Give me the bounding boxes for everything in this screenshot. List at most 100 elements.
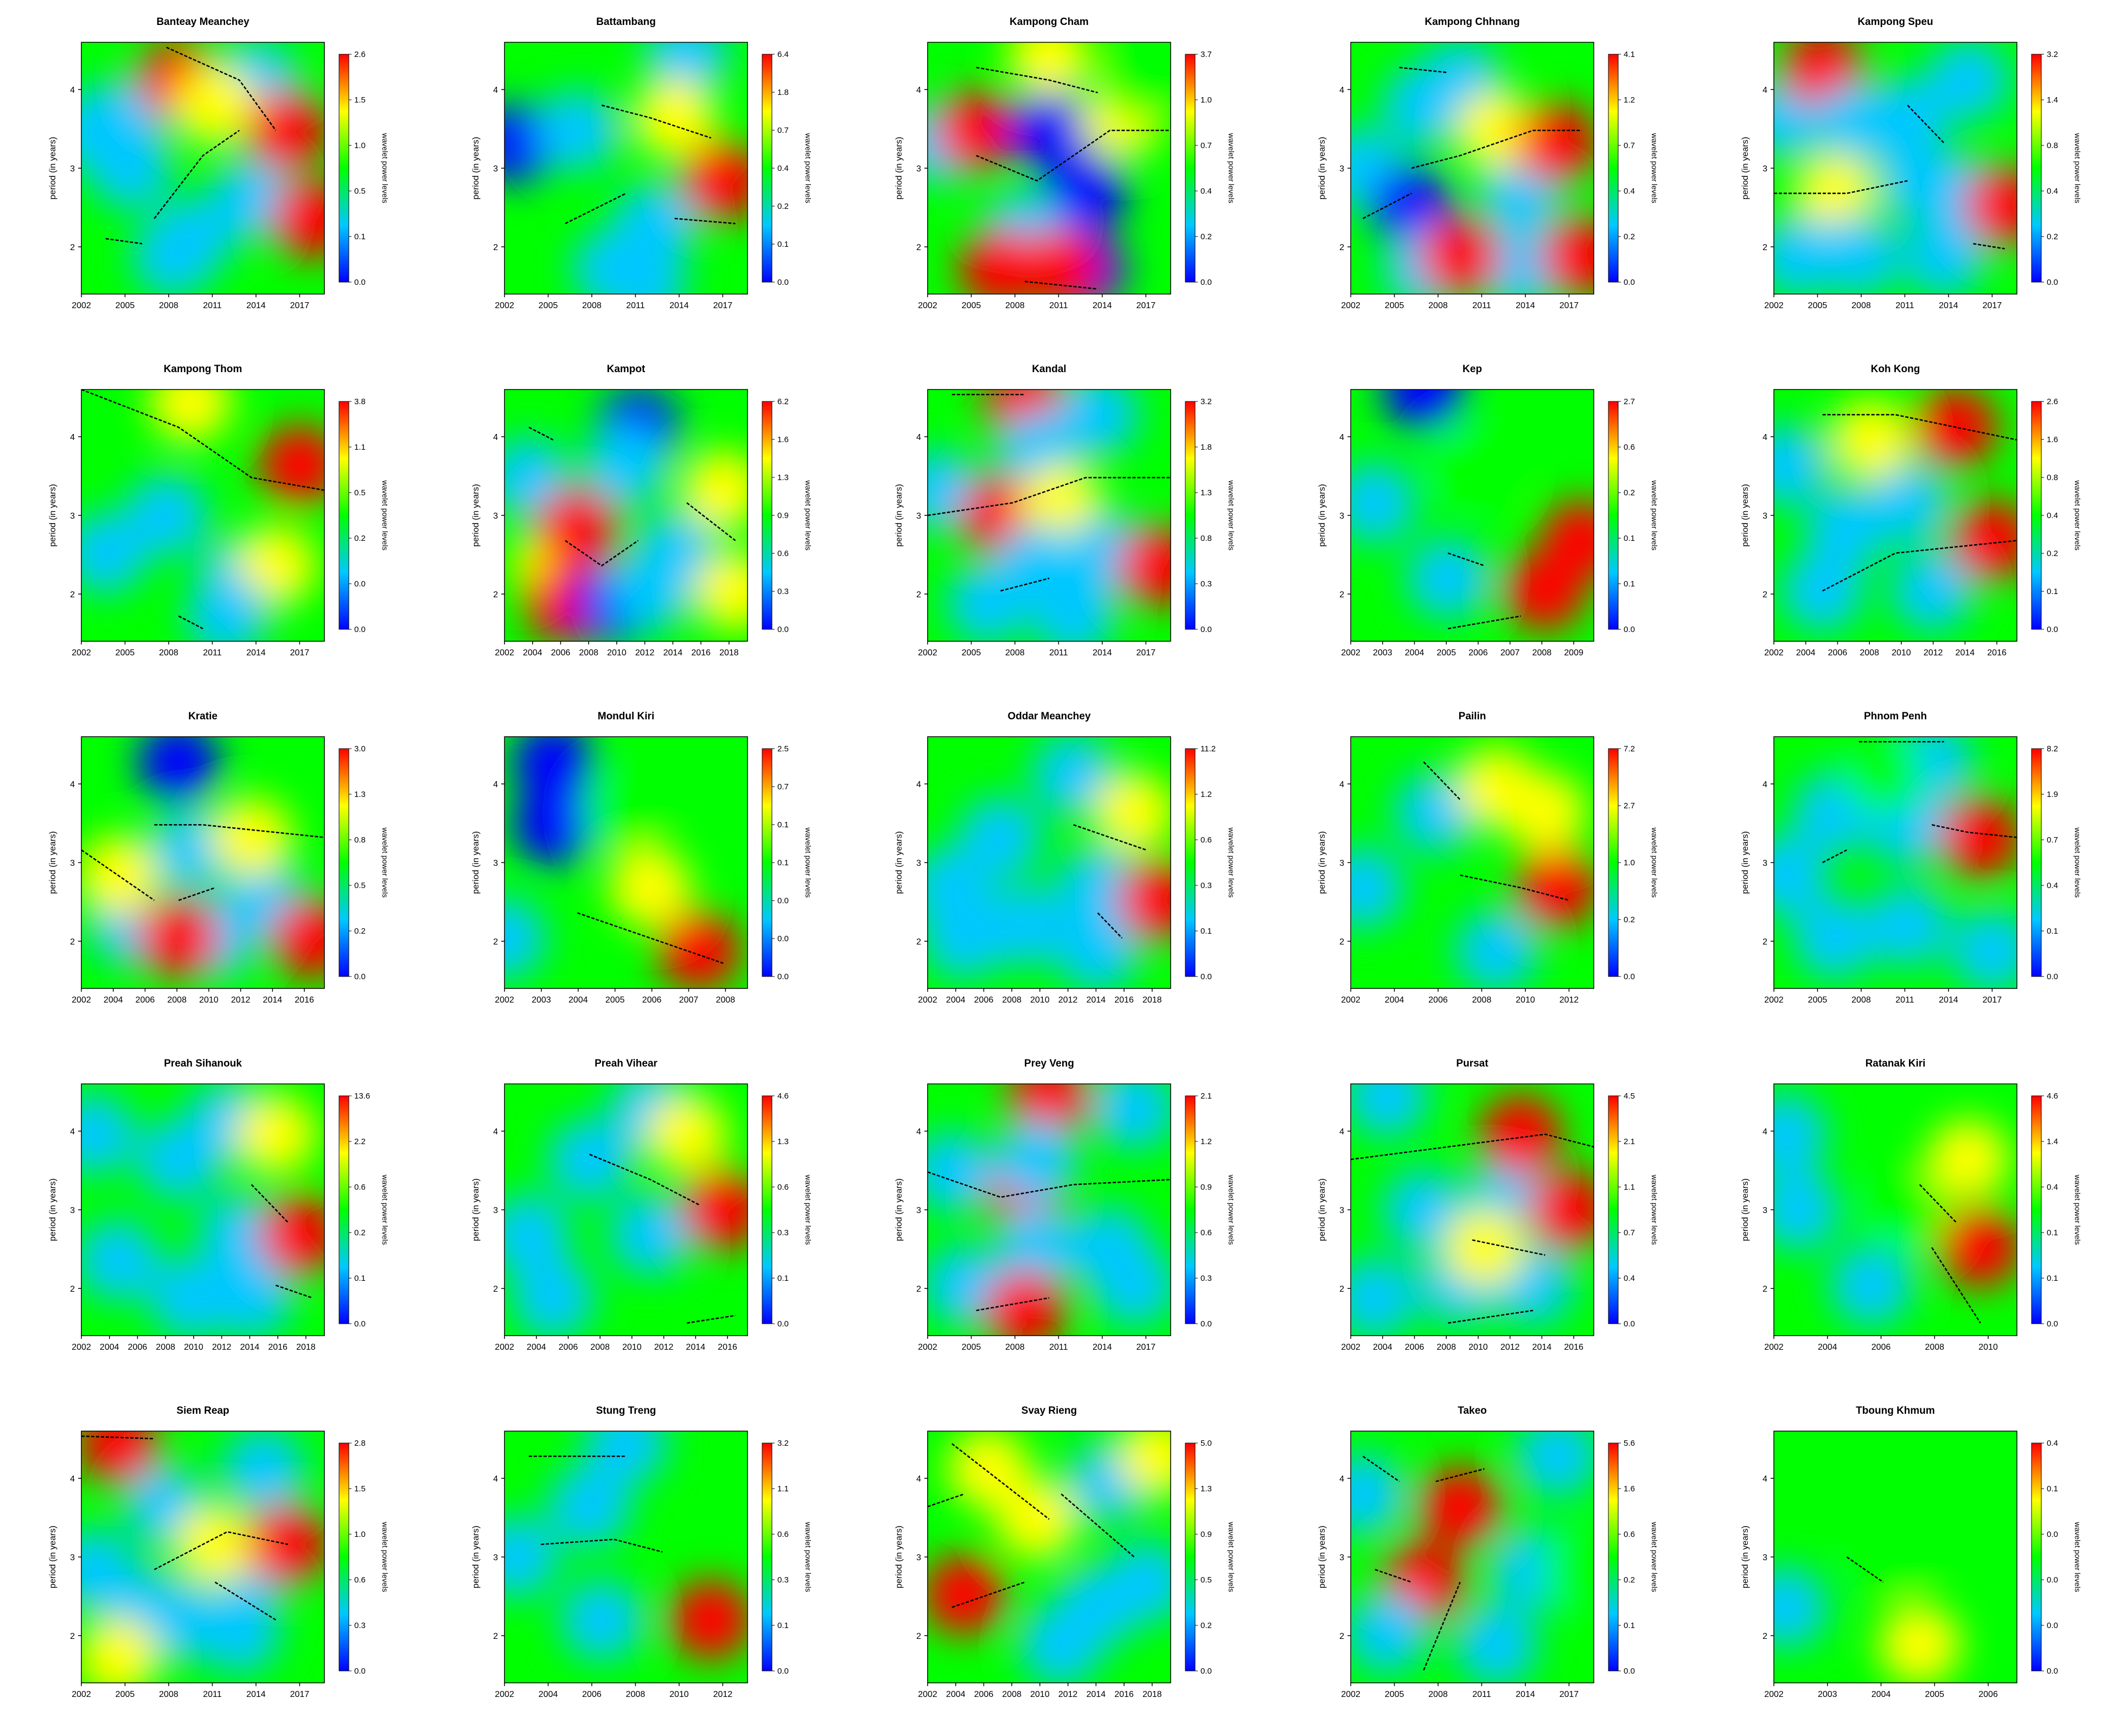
x-tick-label: 2008	[1472, 995, 1492, 1005]
power-region	[645, 1094, 729, 1175]
ridge-line	[275, 1285, 313, 1299]
power-region	[1044, 153, 1127, 234]
y-tick-label: 3	[916, 164, 921, 174]
x-tick-label: 2012	[231, 995, 251, 1005]
x-tick-label: 2006	[559, 1343, 578, 1352]
x-tick-label: 2018	[1142, 1690, 1162, 1699]
colorbar-tick-label: 2.6	[2047, 397, 2058, 406]
x-tick-label: 2016	[1114, 995, 1134, 1005]
colorbar-tick-label: 0.8	[2047, 141, 2058, 150]
y-tick-label: 2	[70, 243, 75, 252]
x-tick-label: 2002	[918, 301, 937, 310]
x-tick-label: 2006	[582, 1690, 602, 1699]
panel-title: Siem Reap	[176, 1405, 229, 1416]
colorbar	[339, 401, 349, 630]
x-tick-label: 2005	[962, 648, 981, 658]
colorbar-tick-label: 0.3	[777, 587, 789, 596]
colorbar-tick-label: 0.2	[777, 202, 789, 211]
x-tick-label: 2012	[654, 1343, 674, 1352]
heatmap	[1774, 1431, 2017, 1683]
y-axis-label: period (in years)	[1318, 1178, 1327, 1241]
ridge-line	[1097, 912, 1123, 939]
ridge-line	[1931, 824, 2017, 838]
colorbar-tick-label: 3.2	[777, 1439, 789, 1448]
x-tick-label: 2002	[1341, 995, 1361, 1005]
power-region	[560, 1579, 643, 1661]
power-region	[1781, 550, 1864, 631]
colorbar-label: wavelet power levels	[2073, 1174, 2082, 1244]
power-region	[1382, 1169, 1465, 1250]
wavelet-panel: Kandal 2 3 4 period (in years) 2002 2005 2008 20…	[895, 363, 1236, 658]
y-tick-label: 4	[916, 1127, 921, 1137]
x-tick-label: 2014	[663, 648, 683, 658]
heatmap	[1351, 390, 1594, 641]
x-tick-label: 2006	[1978, 1690, 1998, 1699]
colorbar-label: wavelet power levels	[1650, 1521, 1659, 1592]
colorbar-tick-label: 2.8	[354, 1439, 366, 1448]
x-tick-label: 2002	[495, 995, 514, 1005]
x-tick-label: 2008	[1851, 995, 1871, 1005]
colorbar-tick-label: 0.6	[777, 1530, 789, 1539]
colorbar-tick-label: 1.0	[1624, 858, 1635, 867]
y-tick-label: 2	[916, 243, 921, 252]
power-region	[584, 1431, 668, 1484]
x-tick-label: 2010	[607, 648, 627, 658]
x-tick-label: 2012	[1924, 648, 1943, 658]
power-region	[1007, 42, 1091, 95]
colorbar-tick-label: 0.4	[2047, 1439, 2058, 1448]
y-tick-label: 3	[493, 164, 498, 174]
ridge-line	[565, 193, 627, 225]
power-region	[1105, 1542, 1171, 1623]
colorbar-tick-label: 0.9	[777, 511, 789, 520]
colorbar-tick-label: 0.5	[1200, 1575, 1212, 1585]
colorbar-tick-label: 0.4	[2047, 1183, 2058, 1192]
colorbar-tick-label: 0.3	[1200, 1274, 1212, 1283]
y-tick-label: 2	[916, 590, 921, 599]
y-tick-label: 2	[1339, 243, 1344, 252]
colorbar-tick-label: 1.8	[1200, 443, 1212, 452]
panel-title: Kampong Chhnang	[1425, 16, 1519, 28]
colorbar-label: wavelet power levels	[1227, 1521, 1236, 1592]
x-tick-label: 2002	[918, 648, 937, 658]
x-tick-label: 2010	[669, 1690, 689, 1699]
ridge-line	[178, 887, 215, 901]
power-region	[995, 1479, 1078, 1560]
power-region	[1914, 390, 1998, 468]
ridge-line	[565, 540, 639, 567]
power-region	[1419, 1466, 1502, 1547]
colorbar-tick-label: 0.0	[2047, 1621, 2058, 1630]
x-tick-label: 2011	[1049, 1343, 1068, 1352]
colorbar-tick-label: 4.5	[1624, 1092, 1635, 1101]
power-region	[81, 1617, 159, 1683]
colorbar	[2031, 1095, 2042, 1324]
x-tick-label: 2008	[1436, 1343, 1456, 1352]
y-tick-label: 4	[493, 780, 498, 789]
x-tick-label: 2004	[100, 1343, 119, 1352]
y-axis-label: period (in years)	[895, 484, 904, 547]
power-region	[604, 241, 687, 294]
colorbar-tick-label: 0.9	[1200, 1530, 1212, 1539]
heatmap	[504, 42, 748, 294]
colorbar-tick-label: 0.0	[1200, 278, 1212, 287]
colorbar-tick-label: 4.6	[777, 1092, 789, 1101]
x-tick-label: 2017	[1136, 1343, 1156, 1352]
power-region	[536, 487, 619, 569]
x-tick-label: 2016	[718, 1343, 737, 1352]
x-tick-label: 2003	[532, 995, 551, 1005]
power-region	[1516, 1431, 1594, 1497]
colorbar-tick-label: 0.0	[1624, 1319, 1635, 1329]
colorbar-label: wavelet power levels	[381, 480, 389, 550]
colorbar-tick-label: 0.1	[354, 232, 366, 241]
x-tick-label: 2004	[569, 995, 588, 1005]
colorbar-tick-label: 0.0	[1624, 972, 1635, 981]
colorbar-tick-label: 0.0	[1200, 972, 1212, 981]
x-tick-label: 2006	[1428, 995, 1448, 1005]
heatmap	[504, 1084, 748, 1336]
colorbar-tick-label: 2.6	[354, 50, 366, 59]
power-region	[1927, 1119, 2010, 1200]
x-tick-label: 2010	[184, 1343, 203, 1352]
x-tick-label: 2011	[1895, 301, 1914, 310]
x-tick-label: 2005	[1808, 995, 1828, 1005]
power-region	[1117, 860, 1171, 941]
